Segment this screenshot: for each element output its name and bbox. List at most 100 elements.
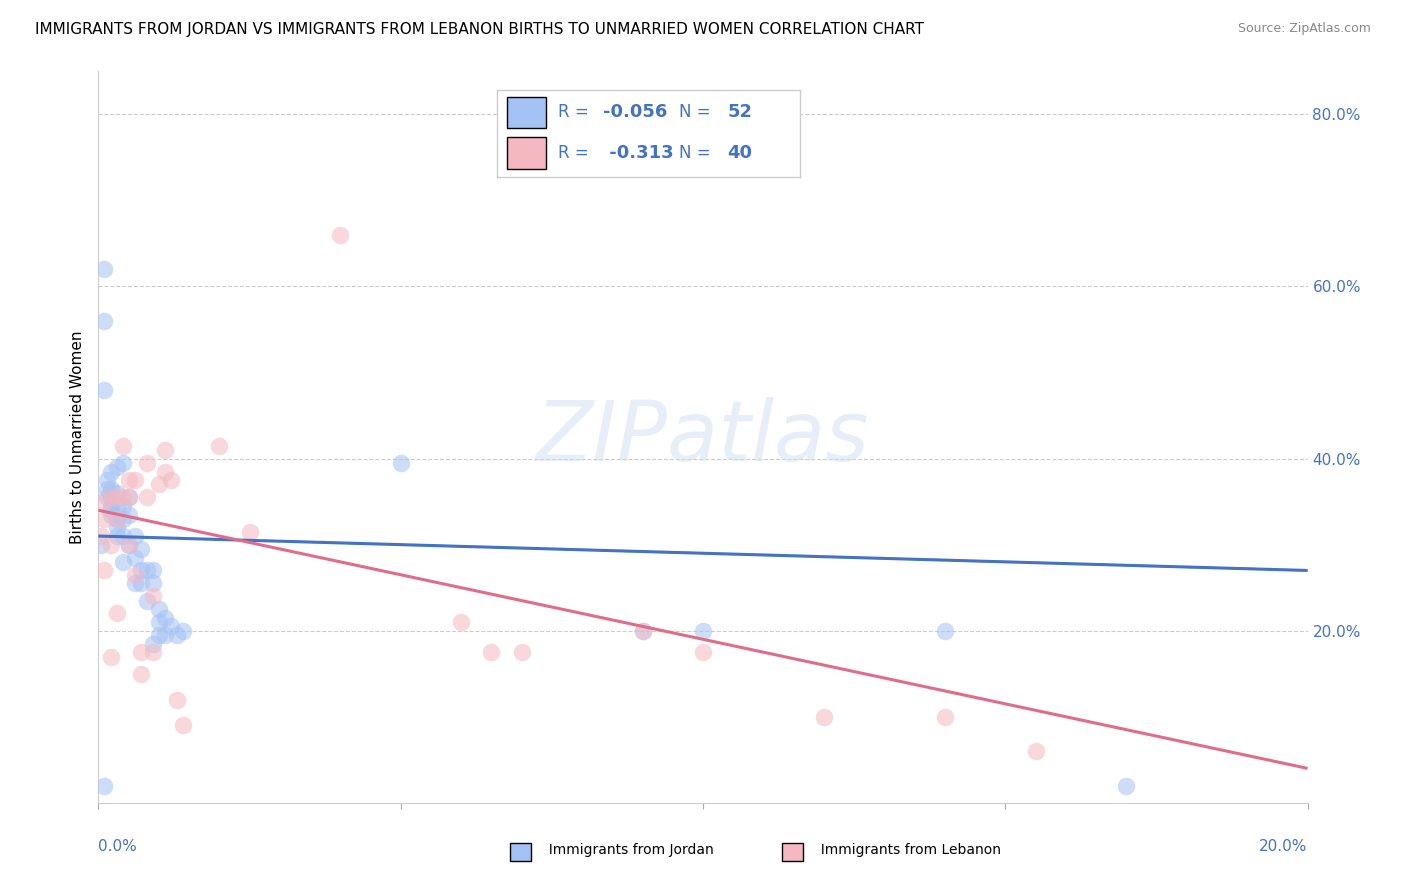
- Point: [135, 456, 157, 470]
- Point: [105, 529, 128, 543]
- Point: [142, 576, 165, 591]
- Point: [166, 628, 188, 642]
- Point: [96, 491, 118, 505]
- Text: Immigrants from Jordan: Immigrants from Jordan: [540, 843, 713, 857]
- Point: [135, 491, 157, 505]
- Point: [93, 314, 115, 328]
- Point: [631, 624, 654, 638]
- Point: [510, 645, 533, 659]
- Point: [148, 602, 170, 616]
- Text: Source: ZipAtlas.com: Source: ZipAtlas.com: [1237, 22, 1371, 36]
- Text: ZIPatlas: ZIPatlas: [536, 397, 870, 477]
- Point: [100, 508, 122, 522]
- Point: [100, 649, 122, 664]
- Point: [100, 482, 122, 496]
- Point: [105, 512, 128, 526]
- Text: Immigrants from Lebanon: Immigrants from Lebanon: [811, 843, 1001, 857]
- Point: [631, 624, 654, 638]
- Point: [100, 491, 122, 505]
- Point: [124, 567, 146, 582]
- Point: [329, 227, 352, 242]
- Point: [1115, 779, 1137, 793]
- Point: [93, 564, 115, 578]
- Point: [692, 645, 714, 659]
- FancyBboxPatch shape: [509, 843, 531, 862]
- Point: [166, 692, 188, 706]
- Point: [172, 624, 194, 638]
- Point: [90, 538, 112, 552]
- Point: [129, 666, 152, 681]
- Point: [172, 718, 194, 732]
- Point: [111, 512, 134, 526]
- Point: [160, 473, 183, 487]
- Point: [142, 637, 165, 651]
- FancyBboxPatch shape: [782, 843, 803, 862]
- Point: [111, 529, 134, 543]
- Point: [100, 538, 122, 552]
- Point: [148, 477, 170, 491]
- Point: [692, 624, 714, 638]
- Point: [124, 529, 146, 543]
- Point: [93, 512, 115, 526]
- Point: [129, 564, 152, 578]
- Text: IMMIGRANTS FROM JORDAN VS IMMIGRANTS FROM LEBANON BIRTHS TO UNMARRIED WOMEN CORR: IMMIGRANTS FROM JORDAN VS IMMIGRANTS FRO…: [35, 22, 924, 37]
- Point: [1024, 744, 1046, 758]
- Point: [153, 465, 176, 479]
- Point: [135, 593, 157, 607]
- Point: [934, 710, 956, 724]
- Point: [90, 529, 112, 543]
- Point: [129, 576, 152, 591]
- Point: [93, 494, 115, 508]
- Point: [105, 460, 128, 475]
- Point: [118, 473, 141, 487]
- Point: [129, 541, 152, 556]
- Point: [142, 589, 165, 603]
- Point: [148, 615, 170, 629]
- Point: [93, 383, 115, 397]
- Point: [389, 456, 412, 470]
- Point: [118, 538, 141, 552]
- Point: [153, 611, 176, 625]
- Point: [111, 555, 134, 569]
- Point: [93, 779, 115, 793]
- Point: [96, 482, 118, 496]
- Point: [160, 619, 183, 633]
- Point: [129, 645, 152, 659]
- Point: [100, 503, 122, 517]
- Point: [105, 607, 128, 621]
- Point: [105, 520, 128, 534]
- Point: [118, 508, 141, 522]
- Point: [124, 473, 146, 487]
- Point: [124, 550, 146, 565]
- Point: [111, 439, 134, 453]
- Point: [100, 465, 122, 479]
- Point: [148, 628, 170, 642]
- Point: [111, 499, 134, 513]
- Point: [93, 262, 115, 277]
- Point: [142, 645, 165, 659]
- Point: [450, 615, 472, 629]
- Point: [153, 628, 176, 642]
- Point: [142, 564, 165, 578]
- Point: [481, 645, 503, 659]
- Y-axis label: Births to Unmarried Women: Births to Unmarried Women: [69, 330, 84, 544]
- Point: [239, 524, 262, 539]
- Point: [135, 564, 157, 578]
- Point: [124, 576, 146, 591]
- Point: [111, 491, 134, 505]
- Point: [934, 624, 956, 638]
- Point: [96, 473, 118, 487]
- Point: [118, 491, 141, 505]
- Text: 20.0%: 20.0%: [1260, 839, 1308, 855]
- Point: [111, 456, 134, 470]
- Point: [118, 538, 141, 552]
- Point: [105, 486, 128, 500]
- Point: [105, 491, 128, 505]
- Point: [100, 491, 122, 505]
- Point: [100, 499, 122, 513]
- Point: [105, 512, 128, 526]
- Point: [105, 499, 128, 513]
- Point: [118, 491, 141, 505]
- Point: [813, 710, 835, 724]
- Point: [153, 442, 176, 457]
